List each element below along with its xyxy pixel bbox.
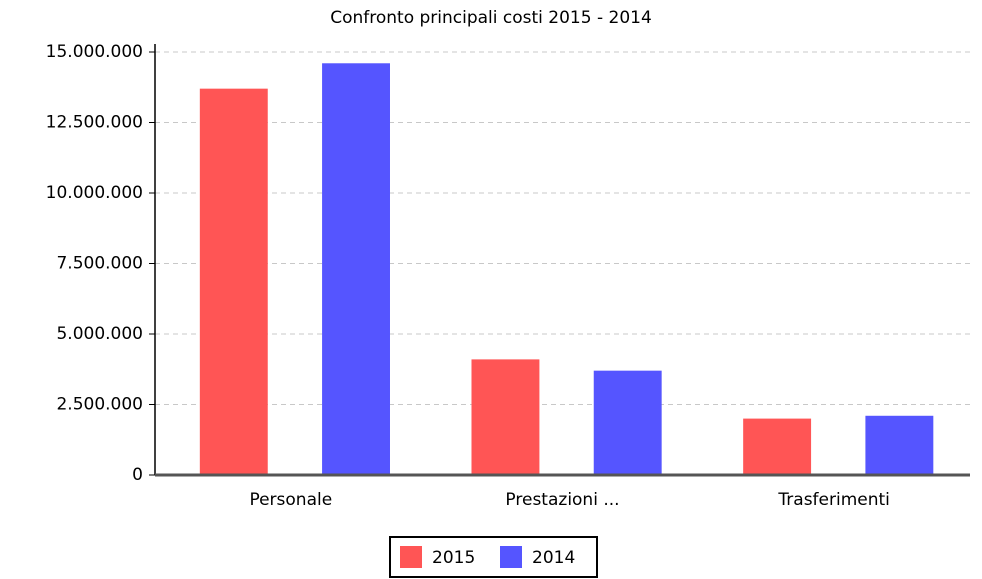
x-tick-label: Personale [249,490,332,510]
y-tick-label: 0 [132,465,143,485]
x-tick-label: Trasferimenti [777,490,890,510]
chart-title: Confronto principali costi 2015 - 2014 [330,8,652,28]
y-tick-label: 7.500.000 [56,254,143,274]
y-tick-label: 12.500.000 [46,113,143,133]
legend-swatch [400,546,422,568]
bar [199,88,268,475]
x-tick-label: Prestazioni ... [505,490,619,510]
bar [743,418,812,475]
y-tick-label: 15.000.000 [46,42,143,62]
bar [471,359,540,475]
bar [865,415,934,475]
legend-label: 2015 [432,548,475,568]
legend-box [389,536,598,578]
y-tick-label: 5.000.000 [56,324,143,344]
bar [593,370,662,475]
legend-swatch [500,546,522,568]
y-tick-label: 10.000.000 [46,183,143,203]
legend-label: 2014 [532,548,575,568]
y-tick-label: 2.500.000 [56,395,143,415]
bar [322,63,390,475]
